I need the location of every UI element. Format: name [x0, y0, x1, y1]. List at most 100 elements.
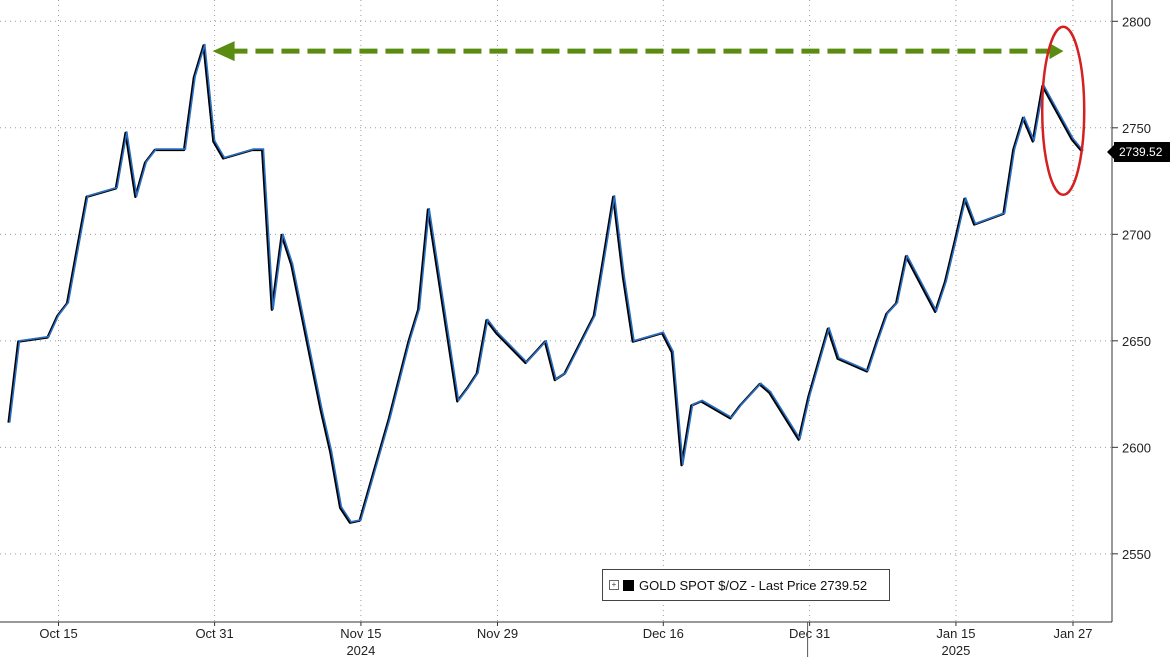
price-point	[203, 43, 206, 46]
price-point	[262, 148, 265, 151]
price-point	[906, 254, 909, 257]
price-point	[467, 386, 470, 389]
price-point	[77, 248, 79, 251]
price-point	[1033, 139, 1035, 142]
price-point	[86, 195, 89, 197]
price-point	[838, 357, 840, 359]
y-tick-label: 2700	[1122, 227, 1151, 242]
y-tick-label: 2550	[1122, 547, 1151, 562]
price-point	[633, 339, 635, 342]
price-point	[545, 339, 548, 342]
price-point	[18, 339, 21, 342]
price-point	[828, 327, 830, 329]
price-point	[594, 314, 596, 317]
price-point	[340, 506, 343, 508]
year-label: 2024	[346, 643, 375, 657]
price-line-shadow	[7, 44, 1083, 524]
price-point	[935, 310, 938, 312]
x-tick-label: Dec 16	[643, 626, 684, 641]
annotations	[212, 25, 1086, 197]
price-point	[955, 239, 957, 242]
price-point	[496, 331, 499, 334]
price-point	[135, 195, 138, 197]
price-point	[477, 371, 479, 374]
price-point	[47, 335, 50, 338]
legend-swatch	[623, 579, 634, 591]
price-point	[974, 222, 977, 225]
price-point	[213, 139, 216, 142]
price-point	[808, 395, 811, 398]
price-point	[603, 254, 606, 257]
price-point	[330, 450, 333, 453]
price-point	[896, 301, 899, 304]
price-point	[125, 131, 128, 134]
price-point	[740, 403, 743, 406]
highlight-ellipse	[1040, 25, 1086, 197]
price-point	[964, 197, 967, 200]
price-point	[769, 391, 772, 393]
price-point	[457, 399, 460, 402]
x-tick-label: Oct 15	[39, 626, 77, 641]
price-point	[399, 378, 401, 381]
price-point	[867, 369, 869, 372]
price-point	[116, 186, 118, 189]
arrow-head-left	[212, 41, 235, 62]
price-point	[155, 148, 158, 151]
price-point	[8, 420, 11, 423]
x-tick-label: Nov 29	[477, 626, 518, 641]
gridlines	[0, 0, 1112, 622]
x-tick-label: Dec 31	[789, 626, 830, 641]
price-point	[886, 312, 889, 314]
price-point	[613, 195, 616, 197]
legend-text: GOLD SPOT $/OZ - Last Price 2739.52	[639, 577, 868, 593]
x-tick-label: Nov 15	[340, 626, 381, 641]
price-point	[945, 280, 948, 283]
price-point	[57, 314, 60, 317]
price-point	[525, 361, 528, 363]
price-point	[672, 350, 674, 353]
price-point	[272, 308, 274, 310]
price-point	[252, 148, 255, 151]
price-point	[701, 399, 704, 402]
price-point	[662, 331, 665, 334]
price-series	[7, 43, 1084, 524]
price-point	[799, 437, 801, 440]
price-point	[623, 276, 626, 278]
price-point	[418, 308, 421, 310]
price-point	[691, 403, 694, 406]
price-point	[877, 339, 879, 342]
x-tick-label: Jan 27	[1053, 626, 1092, 641]
price-point	[408, 339, 411, 342]
price-point	[389, 416, 392, 419]
legend: + GOLD SPOT $/OZ - Last Price 2739.52	[602, 569, 890, 601]
price-point	[67, 301, 70, 304]
price-point	[759, 382, 762, 385]
last-price-tag: 2739.52	[1107, 142, 1170, 162]
x-tick-label: Oct 31	[195, 626, 233, 641]
price-point	[730, 416, 733, 419]
y-tick-label: 2600	[1122, 440, 1151, 455]
price-point	[564, 371, 567, 374]
y-tick-label: 2650	[1122, 334, 1151, 349]
price-point	[223, 156, 226, 159]
price-point	[1003, 212, 1006, 214]
price-point	[360, 518, 362, 521]
price-point	[184, 148, 187, 151]
price-point	[291, 263, 294, 265]
price-point	[350, 521, 353, 523]
price-point	[535, 350, 538, 353]
price-point	[1013, 148, 1016, 151]
price-point	[1072, 137, 1074, 140]
price-point	[194, 75, 197, 78]
price-point	[681, 463, 684, 466]
price-point	[282, 233, 284, 236]
arrow-head-right	[1049, 43, 1064, 60]
price-point	[555, 378, 557, 381]
y-tick-label: 2750	[1122, 121, 1151, 136]
price-point	[1023, 116, 1026, 119]
legend-expand-icon: +	[609, 580, 619, 590]
year-label: 2025	[941, 643, 970, 657]
y-tick-label: 2800	[1122, 14, 1151, 29]
